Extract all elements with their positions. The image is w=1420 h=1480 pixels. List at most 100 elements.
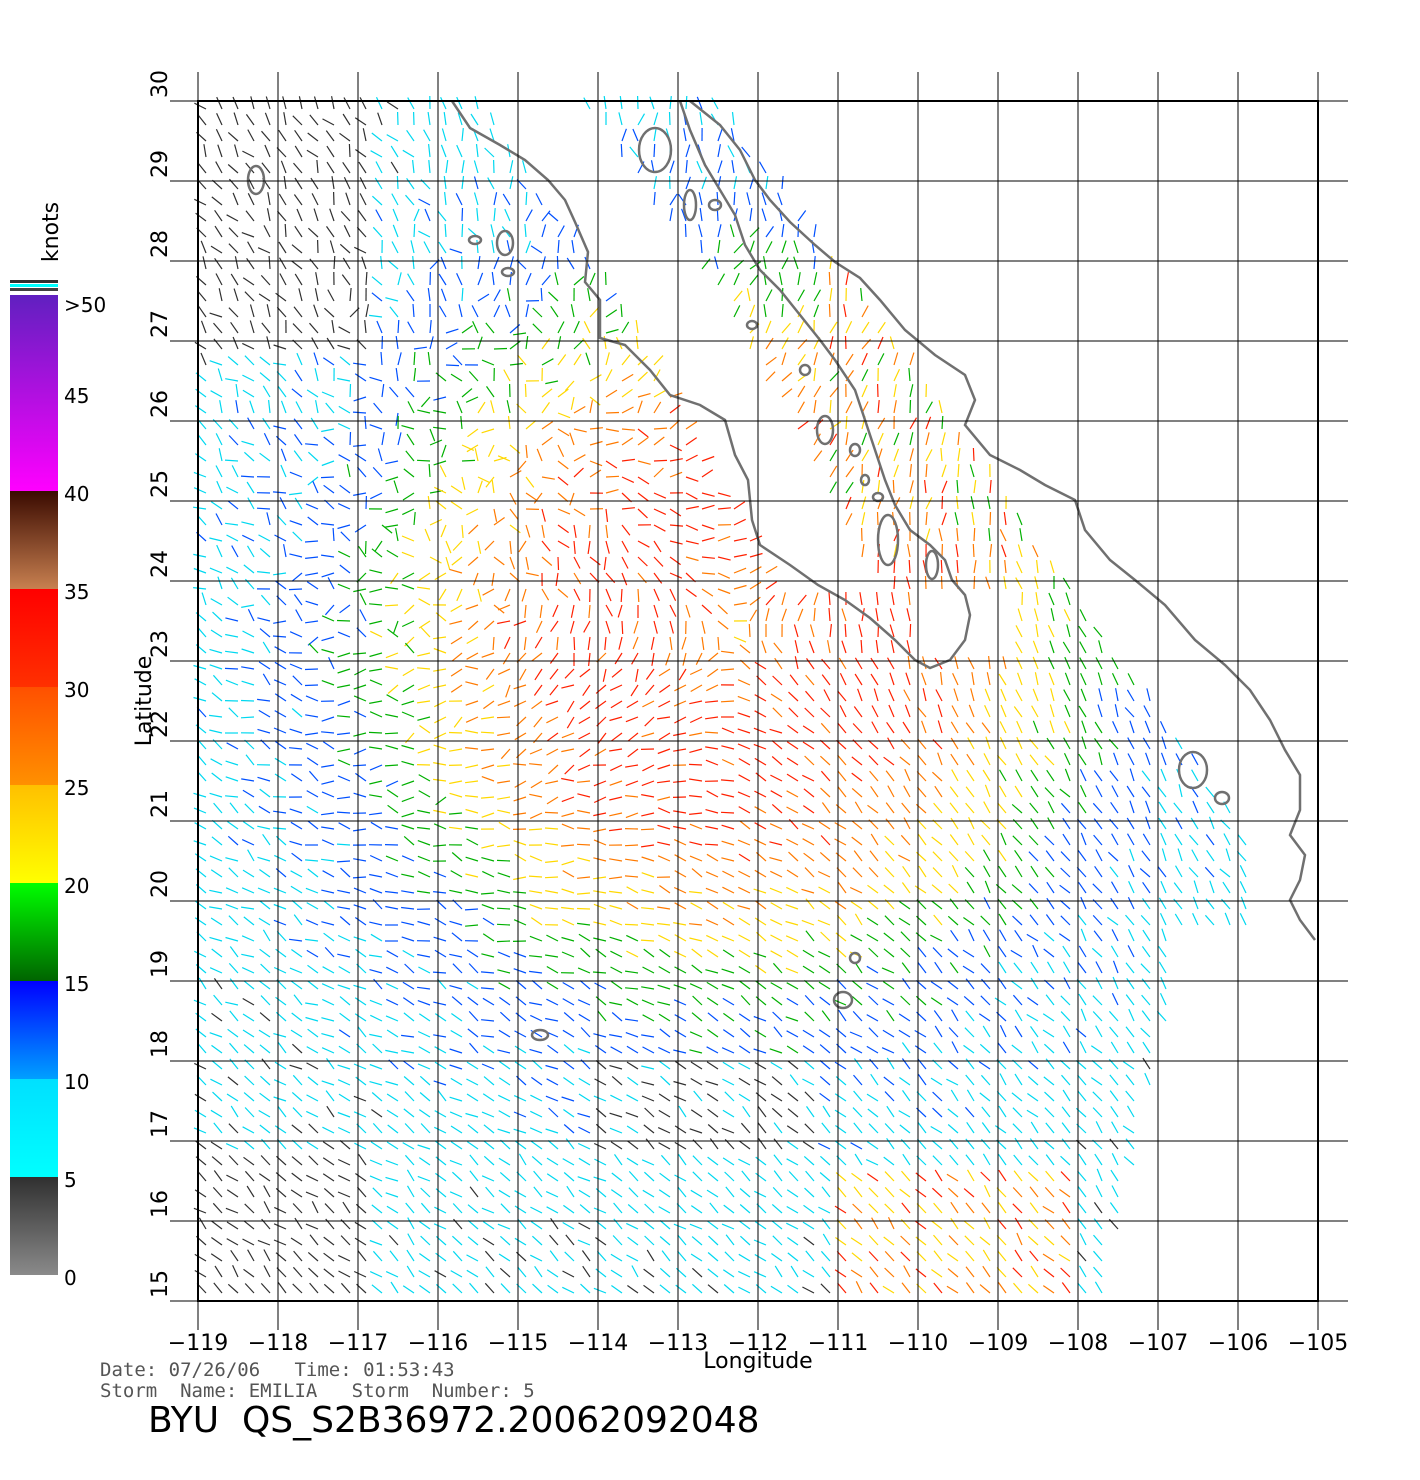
wind-vector: [262, 417, 271, 430]
wind-vector: [850, 1237, 863, 1246]
wind-vector: [1062, 1025, 1071, 1038]
wind-vector: [242, 1029, 255, 1038]
wind-vector: [216, 480, 223, 494]
wind-vector: [793, 624, 799, 638]
wind-vector: [593, 921, 607, 926]
wind-vector: [1107, 851, 1119, 862]
y-tick-label: 18: [148, 1030, 173, 1058]
wind-vector: [1078, 993, 1087, 1006]
wind-vector: [323, 484, 335, 494]
wind-vector: [1142, 929, 1151, 942]
wind-vector: [1030, 865, 1039, 878]
wind-vector: [242, 374, 255, 382]
wind-vector: [434, 949, 447, 958]
wind-vector: [1077, 1090, 1087, 1102]
wind-vector: [502, 652, 511, 665]
wind-vector: [967, 833, 975, 846]
wind-vector: [968, 928, 975, 942]
colorbar-tick-label: 45: [64, 384, 89, 408]
wind-vector: [980, 963, 991, 974]
wind-vector: [211, 772, 223, 782]
wind-vector: [304, 540, 319, 543]
wind-vector: [688, 763, 703, 766]
wind-vector: [624, 844, 639, 847]
wind-vector: [689, 891, 703, 894]
wind-vector: [417, 953, 431, 958]
wind-vector: [241, 680, 255, 686]
wind-vector: [433, 871, 447, 878]
wind-vector: [306, 1174, 319, 1182]
wind-vector: [405, 1202, 415, 1214]
island-tiburon: [682, 188, 698, 222]
wind-vector: [1175, 817, 1183, 830]
wind-vector: [210, 390, 223, 398]
wind-vector: [802, 741, 815, 750]
wind-vector: [306, 1094, 319, 1102]
wind-vector: [541, 524, 545, 538]
wind-vector: [1044, 979, 1055, 990]
wind-vector: [500, 748, 511, 760]
wind-vector: [438, 241, 447, 254]
colorbar-band: [10, 687, 58, 785]
wind-vector: [733, 636, 747, 643]
wind-vector: [1027, 1093, 1039, 1102]
wind-vector: [210, 598, 223, 606]
wind-vector: [851, 1172, 863, 1182]
wind-vector: [194, 822, 207, 830]
wind-vector: [401, 1050, 415, 1054]
wind-vector: [235, 400, 239, 414]
wind-vector: [589, 556, 601, 566]
wind-vector: [348, 143, 351, 158]
wind-vector: [449, 826, 463, 830]
wind-vector: [305, 1002, 319, 1006]
wind-vector: [737, 712, 751, 718]
wind-vector: [852, 1107, 863, 1118]
wind-vector: [557, 388, 569, 398]
wind-vector: [402, 508, 415, 516]
wind-vector: [354, 117, 367, 126]
wind-vector: [570, 304, 575, 318]
wind-vector: [733, 290, 743, 302]
wind-vector: [497, 455, 511, 462]
wind-vector: [673, 999, 687, 1006]
wind-vector: [194, 950, 207, 958]
wind-vector: [212, 1186, 223, 1198]
wind-vector: [861, 480, 865, 494]
wind-vector: [899, 1077, 911, 1086]
wind-vector: [397, 432, 402, 446]
wind-vector: [805, 1170, 815, 1182]
wind-vector: [391, 193, 399, 206]
wind-vector: [562, 1270, 575, 1278]
wind-vector: [385, 855, 399, 862]
wind-vector: [210, 245, 223, 254]
wind-vector: [450, 373, 463, 382]
wind-vector: [364, 540, 367, 555]
wind-vector: [754, 1221, 767, 1230]
wind-vector: [706, 790, 719, 798]
wind-vector: [407, 1233, 415, 1246]
wind-vector: [465, 1112, 479, 1118]
wind-vector: [1240, 896, 1247, 910]
wind-vector: [484, 147, 495, 158]
wind-vector: [497, 1049, 511, 1054]
wind-vector: [605, 328, 619, 334]
wind-vector: [813, 304, 820, 318]
wind-vector: [198, 977, 207, 990]
wind-vector: [235, 384, 239, 398]
wind-vector: [738, 1077, 751, 1086]
wind-vector: [369, 700, 383, 704]
wind-vector: [640, 828, 655, 831]
wind-vector: [965, 1266, 975, 1278]
wind-vector: [1125, 994, 1135, 1006]
wind-vector: [372, 1122, 383, 1134]
wind-vector: [306, 790, 319, 798]
wind-vector: [449, 1159, 463, 1166]
wind-vector: [612, 1235, 623, 1246]
wind-vector: [509, 524, 521, 534]
wind-vector: [513, 332, 527, 336]
wind-vector: [273, 362, 287, 366]
wind-vector: [965, 802, 975, 814]
wind-vector: [314, 368, 319, 382]
wind-vector: [931, 1220, 943, 1230]
wind-vector: [525, 272, 532, 286]
